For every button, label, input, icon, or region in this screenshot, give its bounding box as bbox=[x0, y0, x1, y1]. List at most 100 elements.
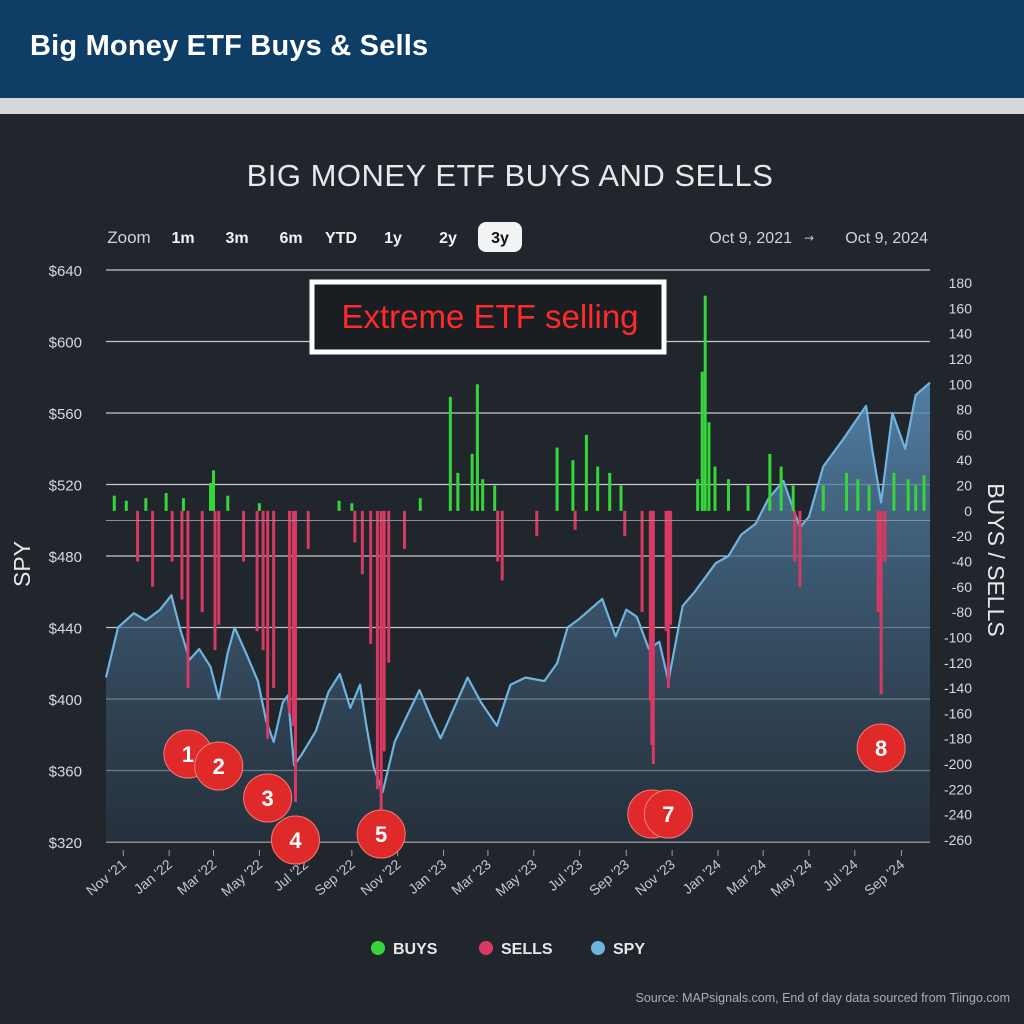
buys-bar bbox=[746, 485, 750, 511]
x-tick-label: Jan '24 bbox=[679, 856, 724, 897]
x-tick-label: Jul '24 bbox=[820, 856, 861, 894]
buys-sells-bars bbox=[112, 295, 926, 828]
annotation-marker-8 bbox=[856, 723, 906, 773]
x-tick-label: Jul '23 bbox=[545, 856, 586, 894]
y2-tick-label: 0 bbox=[964, 503, 972, 519]
y2-tick-label: 160 bbox=[949, 300, 973, 316]
range-from[interactable]: Oct 9, 2021 bbox=[709, 230, 792, 247]
annotation-label: 5 bbox=[375, 822, 387, 847]
zoom-button-1y[interactable]: 1y bbox=[384, 230, 402, 247]
sells-bar bbox=[170, 510, 174, 562]
y2-tick-label: 140 bbox=[949, 326, 973, 342]
buys-bar bbox=[571, 460, 575, 511]
sells-bar bbox=[272, 510, 276, 689]
date-range: Oct 9, 2021 → Oct 9, 2024 bbox=[709, 230, 928, 247]
buys-bar bbox=[768, 453, 772, 511]
range-to[interactable]: Oct 9, 2024 bbox=[845, 230, 928, 247]
y-axis-label-right: BUYS / SELLS bbox=[983, 483, 1009, 636]
sells-bar bbox=[623, 510, 627, 537]
sells-bar bbox=[876, 510, 880, 613]
y2-tick-label: -20 bbox=[952, 528, 972, 544]
sells-bar bbox=[186, 510, 190, 689]
y-tick-label: $400 bbox=[49, 692, 82, 709]
sells-bar bbox=[879, 510, 883, 695]
x-tick-label: Nov '21 bbox=[83, 856, 129, 899]
buys-bar bbox=[700, 371, 704, 511]
x-tick-label: May '23 bbox=[492, 856, 540, 900]
x-tick-label: Jan '22 bbox=[131, 856, 176, 897]
buys-bar bbox=[696, 479, 700, 511]
x-tick-label: May '22 bbox=[218, 856, 266, 900]
legend-swatch-spy[interactable] bbox=[591, 941, 605, 955]
y2-tick-label: 40 bbox=[956, 452, 972, 468]
sells-bar bbox=[666, 510, 670, 689]
sells-bar bbox=[500, 510, 504, 581]
y2-tick-label: -200 bbox=[944, 756, 972, 772]
chart: BIG MONEY ETF BUYS AND SELLS Zoom 1m 3m 6m Y… bbox=[9, 158, 1010, 1005]
x-tick-label: May '24 bbox=[767, 856, 815, 900]
zoom-button-ytd[interactable]: YTD bbox=[325, 230, 357, 247]
sells-bar bbox=[136, 510, 140, 562]
y-tick-label: $320 bbox=[49, 835, 82, 852]
chart-title: BIG MONEY ETF BUYS AND SELLS bbox=[247, 158, 774, 193]
zoom-button-2y[interactable]: 2y bbox=[439, 230, 457, 247]
buys-bar bbox=[596, 466, 600, 511]
x-tick-label: Nov '22 bbox=[357, 856, 403, 899]
sells-bar bbox=[242, 510, 246, 562]
buys-bar bbox=[448, 396, 452, 511]
y-tick-label: $520 bbox=[49, 478, 82, 495]
sells-bar bbox=[798, 510, 802, 587]
sells-bar bbox=[255, 510, 259, 632]
buys-bar bbox=[456, 472, 460, 511]
spy-series bbox=[104, 381, 931, 842]
annotations: 12345678 bbox=[163, 723, 906, 865]
zoom-button-3y[interactable]: 3y bbox=[491, 230, 509, 247]
callout: Extreme ETF selling bbox=[309, 279, 667, 355]
buys-bar bbox=[470, 453, 474, 511]
source-note: Source: MAPsignals.com, End of day data … bbox=[636, 991, 1010, 1005]
y-axis-left: $320 $360 $400 $440 $480 $520 $560 $600 $640 bbox=[49, 263, 82, 852]
buys-bar bbox=[584, 434, 588, 511]
buys-bar bbox=[727, 479, 731, 511]
sells-bar bbox=[213, 510, 217, 651]
legend-label-spy[interactable]: SPY bbox=[613, 941, 645, 958]
sells-bar bbox=[291, 510, 295, 727]
annotation-label: 1 bbox=[182, 742, 194, 767]
sells-bar bbox=[180, 510, 184, 600]
y2-tick-label: -80 bbox=[952, 604, 972, 620]
buys-bar bbox=[703, 295, 707, 511]
sells-bar bbox=[402, 510, 406, 549]
legend-label-sells[interactable]: SELLS bbox=[501, 941, 553, 958]
buys-bar bbox=[226, 495, 230, 511]
zoom-button-1m[interactable]: 1m bbox=[171, 230, 194, 247]
buys-bar bbox=[212, 470, 216, 511]
sells-bar bbox=[360, 510, 364, 575]
legend-label-buys[interactable]: BUYS bbox=[393, 941, 438, 958]
sells-bar bbox=[200, 510, 204, 613]
header-bar: Big Money ETF Buys & Sells bbox=[0, 0, 1024, 98]
buys-bar bbox=[493, 485, 497, 511]
annotation-label: 8 bbox=[875, 736, 887, 761]
page-title: Big Money ETF Buys & Sells bbox=[30, 30, 429, 62]
sells-bar bbox=[669, 510, 673, 625]
legend-swatch-sells[interactable] bbox=[479, 941, 493, 955]
buys-bar bbox=[619, 485, 623, 511]
sells-bar bbox=[650, 510, 654, 746]
x-tick-label: Sep '22 bbox=[311, 856, 357, 899]
y-tick-label: $640 bbox=[49, 263, 82, 280]
y2-tick-label: -100 bbox=[944, 629, 972, 645]
zoom-button-6m[interactable]: 6m bbox=[279, 230, 302, 247]
zoom-button-3m[interactable]: 3m bbox=[225, 230, 248, 247]
y2-tick-label: -260 bbox=[944, 832, 972, 848]
sells-bar bbox=[261, 510, 265, 651]
sells-bar bbox=[369, 510, 373, 644]
sells-bar bbox=[306, 510, 310, 549]
legend-swatch-buys[interactable] bbox=[371, 941, 385, 955]
zoom-button-active-bg[interactable] bbox=[478, 222, 522, 252]
sells-bar bbox=[151, 510, 155, 587]
y-tick-label: $480 bbox=[49, 549, 82, 566]
sells-bar bbox=[217, 510, 221, 625]
spy-area bbox=[106, 382, 930, 842]
x-tick-label: Mar '24 bbox=[723, 856, 769, 898]
buys-bar bbox=[914, 485, 918, 511]
